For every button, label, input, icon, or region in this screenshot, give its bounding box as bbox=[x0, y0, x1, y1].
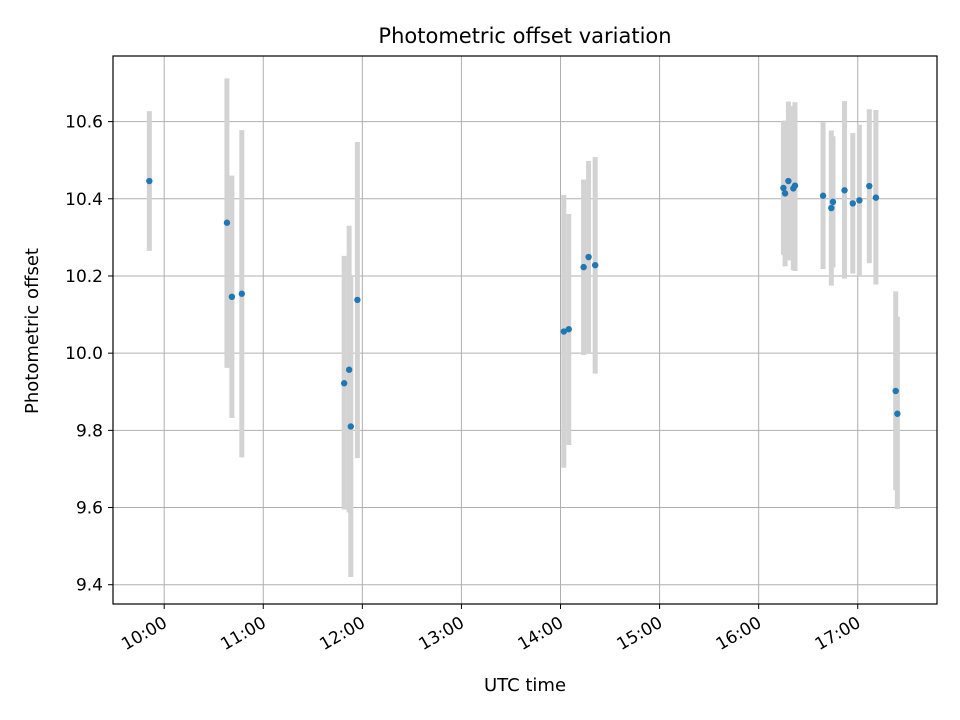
y-tick-label: 10.4 bbox=[65, 190, 103, 210]
y-tick-label: 10.6 bbox=[65, 113, 103, 133]
data-point bbox=[560, 328, 568, 335]
data-point bbox=[856, 197, 863, 204]
data-point bbox=[354, 296, 361, 304]
y-tick-label: 10.2 bbox=[65, 267, 103, 287]
data-point bbox=[565, 326, 572, 333]
data-point bbox=[829, 198, 837, 206]
data-point bbox=[223, 219, 231, 226]
data-point bbox=[849, 200, 856, 207]
data-point bbox=[591, 261, 599, 269]
y-tick-label: 10.0 bbox=[65, 344, 103, 364]
chart-title: Photometric offset variation bbox=[378, 24, 671, 48]
grid-lines bbox=[113, 56, 937, 604]
data-point bbox=[819, 192, 827, 199]
y-tick-label: 9.6 bbox=[76, 499, 103, 519]
data-point bbox=[781, 190, 789, 197]
data-point bbox=[892, 387, 899, 395]
y-tick-label: 9.4 bbox=[76, 576, 103, 596]
y-tick-label: 9.8 bbox=[76, 421, 103, 441]
data-point bbox=[580, 263, 587, 271]
data-point bbox=[345, 366, 353, 373]
data-point bbox=[146, 177, 153, 185]
data-point bbox=[866, 182, 873, 190]
x-axis-label: UTC time bbox=[484, 675, 566, 696]
data-point bbox=[238, 290, 246, 297]
data-point bbox=[228, 293, 236, 301]
y-axis-ticks: 9.4 9.6 9.8 10.0 10.2 10.4 10.6 bbox=[65, 113, 113, 596]
data-markers bbox=[146, 177, 901, 430]
data-point bbox=[340, 380, 348, 387]
data-point bbox=[894, 410, 901, 417]
data-point bbox=[841, 187, 848, 194]
data-point bbox=[780, 184, 787, 192]
data-point bbox=[791, 182, 799, 189]
data-point bbox=[785, 177, 792, 185]
y-axis-label: Photometric offset bbox=[22, 248, 43, 414]
data-point bbox=[872, 194, 880, 201]
data-point bbox=[347, 423, 354, 430]
data-point bbox=[585, 253, 592, 261]
data-point bbox=[828, 204, 835, 212]
plot-area-frame bbox=[112, 55, 938, 605]
